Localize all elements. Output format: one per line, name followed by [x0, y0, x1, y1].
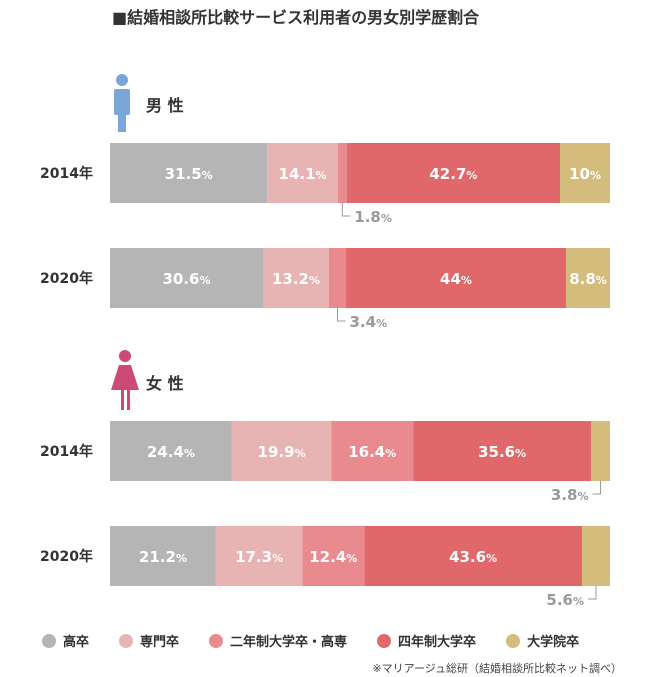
callout-line [337, 308, 346, 322]
female-icon-head [119, 350, 131, 362]
legend-item-university: 四年制大学卒 [377, 631, 476, 650]
legend-swatch-high-school [42, 633, 56, 648]
bar-segment [346, 248, 566, 308]
bar-segment [364, 526, 583, 586]
legend-item-graduate-school: 大学院卒 [506, 631, 579, 650]
bar-segment [337, 143, 347, 203]
bar-segment [560, 143, 610, 203]
male-icon-body [114, 89, 130, 115]
legend-swatch-vocational [119, 633, 134, 648]
bar-segment [413, 421, 592, 481]
callout-line [592, 481, 602, 495]
data-label: 43.6% [449, 548, 497, 566]
data-label: 44% [440, 270, 472, 288]
bar-segment [346, 143, 561, 203]
legend-swatch-junior-college [209, 633, 224, 648]
group-label: 男 性 [146, 96, 184, 115]
callout-line [588, 586, 597, 600]
bar-segment [110, 421, 232, 481]
data-label: 21.2% [139, 548, 187, 566]
bar-segment [215, 526, 303, 586]
male-icon-head [116, 74, 128, 86]
bar-segment [231, 421, 332, 481]
source-note: ※マリアージュ総研（結婚相談所比較ネット調べ） [372, 662, 622, 675]
male-icon-legs [118, 112, 126, 132]
year-label: 2020年 [40, 270, 93, 287]
stacked-bar-chart: 男 性 2014年 31.5% 14.1% 1.8% 42.7% 10% 2020年 30.6%… [40, 74, 610, 609]
data-label: 12.4% [309, 548, 357, 566]
bar-segment [582, 526, 610, 586]
bar-segment [110, 248, 263, 308]
legend-item-vocational: 専門卒 [119, 631, 179, 650]
data-label: 42.7% [429, 165, 477, 183]
bar-segment [110, 526, 216, 586]
data-label: 10% [569, 165, 601, 183]
data-label: 31.5% [165, 165, 213, 183]
bar-segment [302, 526, 365, 586]
legend-label: 四年制大学卒 [398, 635, 477, 650]
data-label: 19.9% [258, 443, 306, 461]
bar-segment [331, 421, 414, 481]
bar-segment [591, 421, 610, 481]
callout-line [341, 203, 351, 217]
group-label: 女 性 [146, 374, 184, 393]
legend-label: 大学院卒 [527, 635, 580, 650]
data-label: 14.1% [279, 165, 327, 183]
data-label: 35.6% [478, 443, 526, 461]
legend-item-junior-college: 二年制大学卒・高専 [209, 631, 347, 650]
legend-label: 高卒 [63, 635, 90, 650]
bar-segment [263, 248, 329, 308]
data-label: 3.4% [350, 313, 388, 331]
bar-segment [566, 248, 610, 308]
bar-segment [329, 248, 346, 308]
bar-segment [110, 143, 268, 203]
data-label: 30.6% [162, 270, 210, 288]
year-label: 2014年 [40, 165, 93, 182]
data-label: 17.3% [235, 548, 283, 566]
female-icon-leg [121, 390, 124, 410]
year-label: 2020年 [40, 548, 93, 565]
data-label: 3.8% [551, 486, 589, 504]
data-label: 5.6% [546, 591, 584, 609]
data-label: 8.8% [569, 270, 607, 288]
chart-title: ■結婚相談所比較サービス利用者の男女別学歴割合 [112, 8, 480, 27]
legend-item-high-school: 高卒 [42, 631, 89, 650]
legend-label: 二年制大学卒・高専 [230, 635, 348, 650]
data-label: 16.4% [348, 443, 396, 461]
legend-swatch-graduate-school [506, 633, 521, 648]
data-label: 13.2% [272, 270, 320, 288]
data-label: 24.4% [147, 443, 195, 461]
year-label: 2014年 [40, 443, 93, 460]
female-icon-dress [111, 365, 139, 390]
legend-swatch-university [377, 633, 392, 648]
legend: 高卒 専門卒 二年制大学卒・高専 四年制大学卒 大学院卒 [42, 631, 579, 650]
bar-segment [267, 143, 338, 203]
data-label: 1.8% [354, 208, 392, 226]
legend-label: 専門卒 [140, 635, 180, 650]
female-icon-leg [127, 390, 130, 410]
